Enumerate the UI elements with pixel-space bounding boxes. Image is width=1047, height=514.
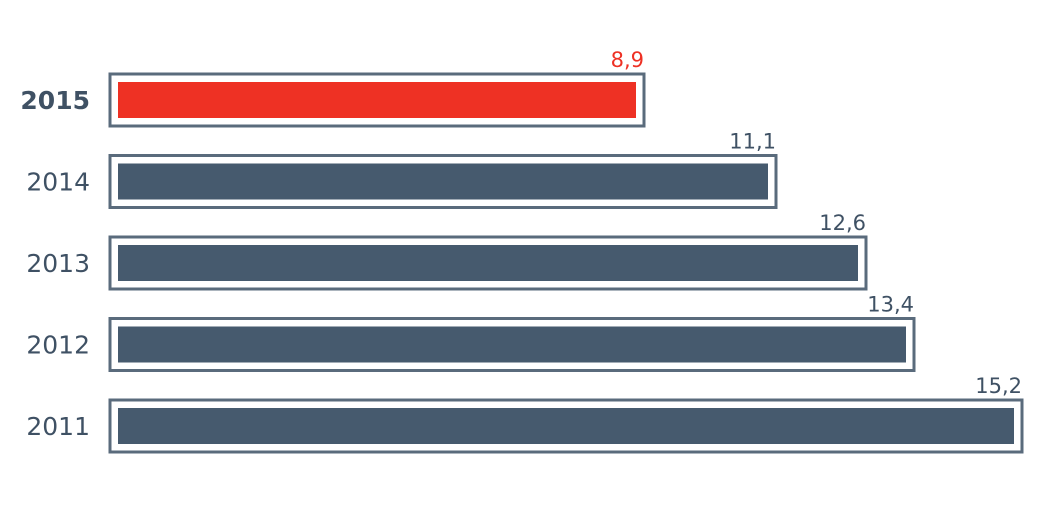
value-label-2012: 13,4 — [867, 293, 914, 317]
category-label-2011: 2011 — [26, 412, 90, 441]
value-label-2011: 15,2 — [975, 374, 1022, 398]
category-label-2012: 2012 — [26, 331, 90, 360]
category-label-2015: 2015 — [20, 86, 90, 115]
bar-2011 — [118, 408, 1014, 444]
value-label-2013: 12,6 — [819, 211, 866, 235]
value-label-2015: 8,9 — [611, 48, 644, 72]
bar-2015 — [118, 82, 636, 118]
bar-2014 — [118, 163, 768, 200]
category-label-2014: 2014 — [26, 168, 90, 197]
bar-2012 — [118, 326, 906, 363]
bar-2013 — [118, 245, 858, 281]
category-label-2013: 2013 — [26, 249, 90, 278]
value-label-2014: 11,1 — [729, 130, 776, 154]
